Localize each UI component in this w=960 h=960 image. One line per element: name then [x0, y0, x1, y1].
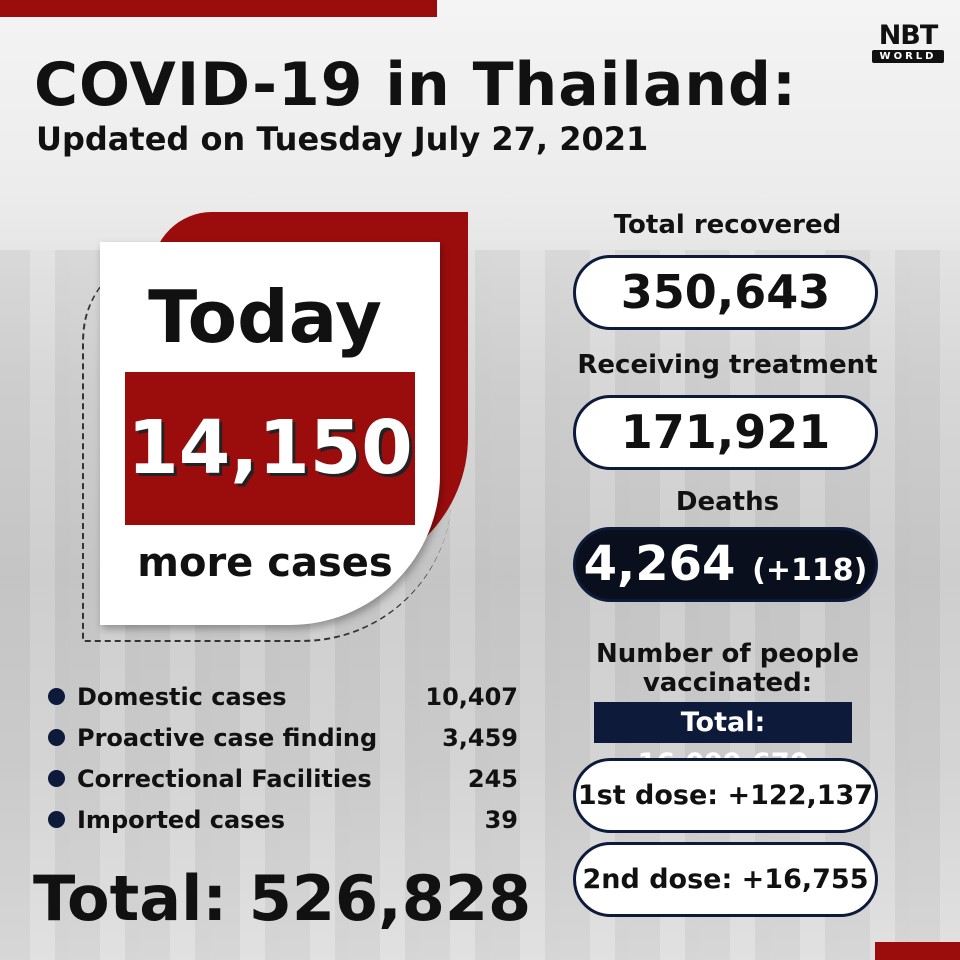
deaths-change: (+118): [752, 553, 868, 588]
page-title: COVID-19 in Thailand:: [34, 50, 797, 120]
vaccinated-total: Total: 16,099,670: [594, 702, 852, 779]
page-subtitle: Updated on Tuesday July 27, 2021: [36, 120, 649, 158]
today-cases-value: 14,150: [125, 372, 415, 525]
treatment-label: Receiving treatment: [577, 350, 878, 380]
vaccinated-label: Number of people vaccinated:: [560, 640, 895, 698]
item-label: Proactive case finding: [77, 723, 378, 752]
item-label: Imported cases: [77, 805, 285, 834]
deaths-label: Deaths: [675, 487, 780, 517]
bullet-icon: [48, 729, 65, 746]
bottom-accent-bar: [875, 942, 960, 960]
item-value: 3,459: [442, 723, 518, 752]
list-item: Correctional Facilities 245: [48, 758, 518, 799]
item-value: 245: [467, 764, 518, 793]
case-breakdown-list: Domestic cases 10,407 Proactive case find…: [48, 676, 518, 840]
list-item: Imported cases 39: [48, 799, 518, 840]
card-dashed-outline: [82, 250, 452, 642]
list-item: Proactive case finding 3,459: [48, 717, 518, 758]
top-accent-bar: [0, 0, 437, 17]
nbt-world-logo: NBT WORLD: [872, 22, 944, 63]
deaths-pill: 4,264 (+118): [573, 527, 878, 602]
vaccinated-label-line2: vaccinated:: [642, 668, 813, 698]
recovered-value: 350,643: [573, 255, 878, 330]
item-label: Correctional Facilities: [77, 764, 372, 793]
logo-subtext: WORLD: [872, 50, 944, 63]
list-item: Domestic cases 10,407: [48, 676, 518, 717]
bullet-icon: [48, 770, 65, 787]
treatment-value: 171,921: [573, 395, 878, 470]
item-value: 39: [484, 805, 518, 834]
today-caption: more cases: [137, 540, 393, 586]
total-cases: Total: 526,828: [33, 862, 532, 935]
today-heading: Today: [148, 275, 382, 359]
logo-text: NBT: [878, 20, 939, 51]
vaccinated-label-line1: Number of people: [596, 639, 859, 669]
bullet-icon: [48, 688, 65, 705]
deaths-value: 4,264: [583, 536, 736, 592]
second-dose: 2nd dose: +16,755: [573, 842, 878, 917]
bullet-icon: [48, 811, 65, 828]
recovered-label: Total recovered: [613, 210, 842, 240]
first-dose: 1st dose: +122,137: [573, 758, 878, 833]
item-value: 10,407: [425, 682, 518, 711]
item-label: Domestic cases: [77, 682, 287, 711]
